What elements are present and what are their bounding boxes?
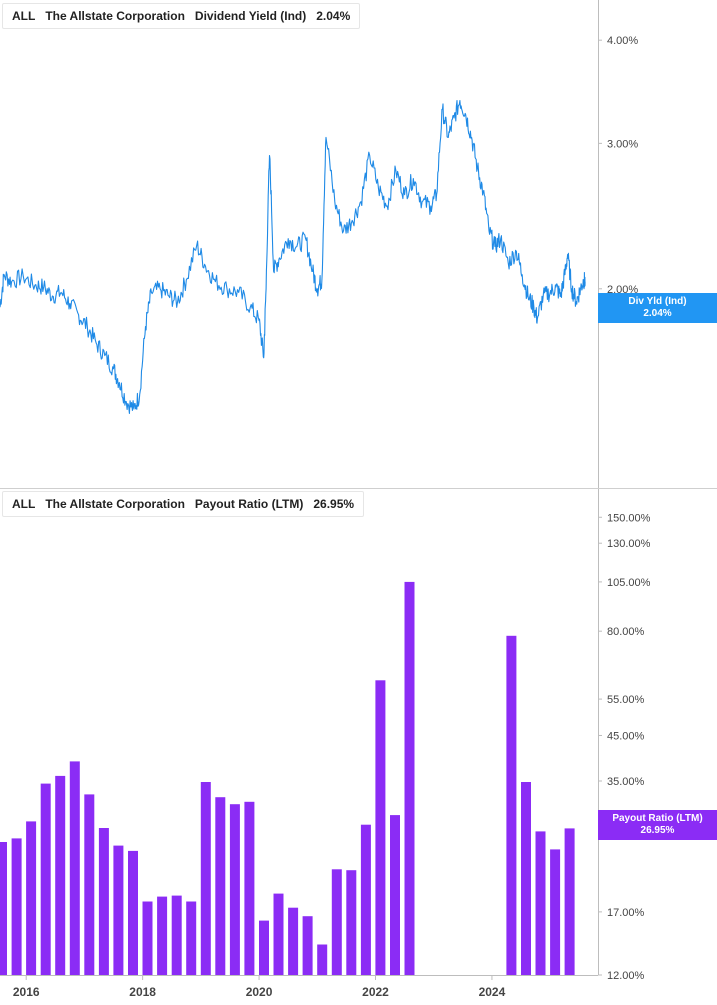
x-tick-label: 2016 [13,985,40,999]
yield-y-axis: 4.00% 3.00% 2.00% [598,35,638,296]
yield-legend-company: The Allstate Corporation [45,9,185,23]
payout-bar [84,794,95,975]
yield-legend-ticker: ALL [12,9,36,23]
dividend-yield-line [0,99,586,415]
payout-bar [360,824,371,975]
payout-tick-label: 45.00% [607,730,645,742]
payout-bar [215,797,226,975]
x-tick-label: 2024 [479,985,506,999]
payout-bar [171,895,182,975]
payout-bar [273,893,284,975]
payout-bar [317,944,328,975]
payout-bar [302,916,313,975]
yield-tick-label: 2.00% [607,284,638,296]
payout-bar [55,775,66,975]
payout-bar [404,581,415,975]
payout-bar [11,838,22,975]
payout-tick-label: 17.00% [607,907,645,919]
payout-bar [69,761,80,975]
payout-tag-title: Payout Ratio (LTM) [612,813,703,824]
payout-bar [128,850,138,975]
payout-bar [390,815,400,975]
yield-value-tag: Div Yld (Ind) 2.04% [598,293,717,323]
payout-legend-company: The Allstate Corporation [45,497,185,511]
yield-tag-title: Div Yld (Ind) [628,296,687,307]
payout-ratio-series [0,581,575,975]
payout-tag-value: 26.95% [640,825,675,836]
payout-bar [186,901,197,975]
payout-bar [288,907,299,975]
payout-tick-label: 12.00% [607,970,645,982]
payout-tick-label: 35.00% [607,776,645,788]
payout-bar [98,828,109,975]
payout-bar [521,782,531,975]
payout-tick-label: 105.00% [607,577,651,589]
payout-bar [346,870,357,975]
yield-legend-value: 2.04% [316,9,351,23]
payout-value-tag: Payout Ratio (LTM) 26.95% [598,810,717,840]
payout-bar [564,828,575,975]
yield-tick-label: 4.00% [607,35,638,47]
x-axis: 2016 2018 2020 2022 2024 [13,975,506,999]
payout-bar [229,804,240,975]
payout-legend-value: 26.95% [313,497,355,511]
yield-legend-metric: Dividend Yield (Ind) [194,9,307,23]
payout-legend-metric: Payout Ratio (LTM) [194,497,304,511]
yield-tick-label: 3.00% [607,138,638,150]
payout-tick-label: 130.00% [607,538,651,550]
yield-legend[interactable]: ALL The Allstate Corporation Dividend Yi… [2,3,360,29]
payout-tick-label: 150.00% [607,512,651,524]
payout-bar [113,845,124,975]
payout-bar [40,783,51,975]
yield-tag-value: 2.04% [643,308,672,319]
x-tick-label: 2018 [129,985,156,999]
payout-legend-ticker: ALL [12,497,36,511]
payout-bar [157,896,168,975]
payout-bar [535,831,546,975]
payout-bar [550,849,561,975]
payout-tick-label: 80.00% [607,626,645,638]
x-tick-label: 2022 [362,985,389,999]
payout-bar [506,635,517,975]
payout-bar [244,801,255,975]
payout-bar [200,782,211,975]
payout-legend[interactable]: ALL The Allstate Corporation Payout Rati… [2,491,364,517]
payout-bar [142,901,153,975]
payout-bar [259,920,269,975]
dividend-yield-series [0,99,586,415]
payout-y-axis: 150.00% 130.00% 105.00% 80.00% 55.00% 45.00% 3… [598,512,651,982]
payout-tick-label: 55.00% [607,694,645,706]
payout-bar [0,842,7,975]
payout-bar [331,869,342,975]
payout-bar [375,680,386,975]
x-tick-label: 2020 [246,985,273,999]
payout-bar [26,821,37,975]
